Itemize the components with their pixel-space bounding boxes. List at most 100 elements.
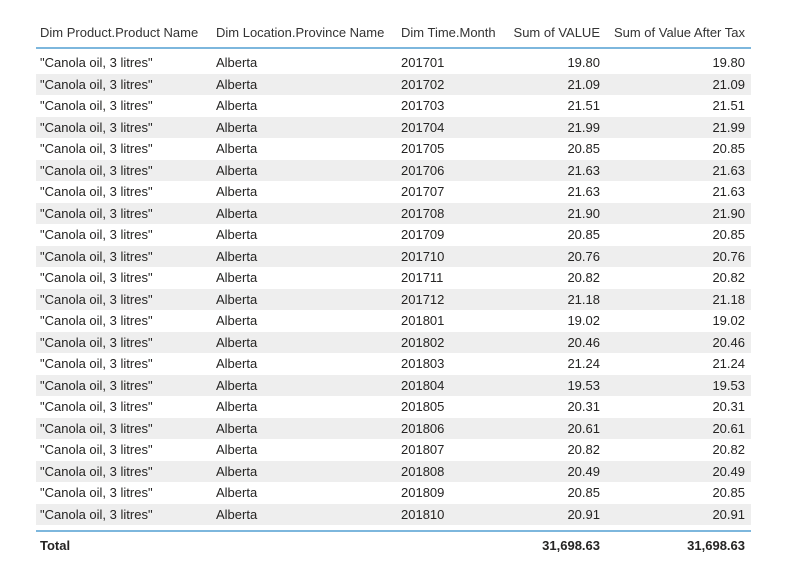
column-header-sum-of-value-after-tax[interactable]: Sum of Value After Tax <box>613 25 745 40</box>
cell-province-name: Alberta <box>216 141 258 156</box>
cell-province-name: Alberta <box>216 270 258 285</box>
cell-province-name: Alberta <box>216 485 258 500</box>
cell-sum-of-value: 21.90 <box>567 205 600 221</box>
table-header: Dim Product.Product Name Dim Location.Pr… <box>36 18 751 49</box>
cell-sum-of-value: 21.18 <box>567 291 600 307</box>
table-row[interactable]: "Canola oil, 3 litres" Alberta 201802 20.46… <box>36 331 751 353</box>
cell-sum-of-value: 20.46 <box>567 334 600 350</box>
cell-sum-of-value-after-tax: 20.46 <box>712 334 745 350</box>
cell-month: 201810 <box>401 506 445 522</box>
cell-province-name: Alberta <box>216 356 258 371</box>
cell-product-name: "Canola oil, 3 litres" <box>40 334 153 350</box>
cell-province-name: Alberta <box>216 291 258 307</box>
cell-product-name: "Canola oil, 3 litres" <box>40 356 153 371</box>
table-row[interactable]: "Canola oil, 3 litres" Alberta 201810 20.91… <box>36 503 751 525</box>
cell-sum-of-value: 21.63 <box>567 184 600 199</box>
cell-sum-of-value-after-tax: 20.82 <box>712 442 745 457</box>
cell-month: 201709 <box>401 227 445 242</box>
table-total-row: Total 31,698.63 31,698.63 <box>36 530 751 560</box>
table-row[interactable]: "Canola oil, 3 litres" Alberta 201806 20.61… <box>36 417 751 439</box>
cell-sum-of-value-after-tax: 20.61 <box>712 420 745 436</box>
cell-sum-of-value: 20.82 <box>567 442 600 457</box>
column-header-product-name[interactable]: Dim Product.Product Name <box>40 25 199 40</box>
cell-product-name: "Canola oil, 3 litres" <box>40 463 153 479</box>
cell-province-name: Alberta <box>216 463 258 479</box>
cell-sum-of-value: 20.49 <box>567 463 600 479</box>
cell-product-name: "Canola oil, 3 litres" <box>40 227 153 242</box>
table-row[interactable]: "Canola oil, 3 litres" Alberta 201709 20.85… <box>36 224 751 246</box>
cell-sum-of-value: 20.31 <box>567 399 600 414</box>
table-row[interactable]: "Canola oil, 3 litres" Alberta 201809 20.85… <box>36 482 751 504</box>
table-row[interactable]: "Canola oil, 3 litres" Alberta 201803 21.24… <box>36 353 751 375</box>
cell-product-name: "Canola oil, 3 litres" <box>40 98 153 113</box>
cell-product-name: "Canola oil, 3 litres" <box>40 55 153 70</box>
cell-province-name: Alberta <box>216 98 258 113</box>
column-header-province-name[interactable]: Dim Location.Province Name <box>216 25 385 40</box>
total-sum-of-value: 31,698.63 <box>542 538 600 553</box>
cell-month: 201703 <box>401 98 445 113</box>
cell-sum-of-value: 21.63 <box>567 162 600 178</box>
table-row[interactable]: "Canola oil, 3 litres" Alberta 201807 20.82… <box>36 439 751 461</box>
table-row[interactable]: "Canola oil, 3 litres" Alberta 201702 21.09… <box>36 73 751 95</box>
cell-province-name: Alberta <box>216 55 258 70</box>
table-row[interactable]: "Canola oil, 3 litres" Alberta 201805 20.31… <box>36 396 751 418</box>
cell-sum-of-value-after-tax: 20.76 <box>712 248 745 264</box>
table-row[interactable]: "Canola oil, 3 litres" Alberta 201708 21.90… <box>36 202 751 224</box>
cell-month: 201809 <box>401 485 445 500</box>
cell-sum-of-value: 21.09 <box>567 76 600 92</box>
cell-month: 201804 <box>401 377 445 393</box>
cell-product-name: "Canola oil, 3 litres" <box>40 205 153 221</box>
cell-province-name: Alberta <box>216 313 258 328</box>
cell-month: 201706 <box>401 162 445 178</box>
table-row[interactable]: "Canola oil, 3 litres" Alberta 201705 20.85… <box>36 138 751 160</box>
cell-product-name: "Canola oil, 3 litres" <box>40 270 153 285</box>
table-row[interactable]: "Canola oil, 3 litres" Alberta 201704 21.99… <box>36 116 751 138</box>
table-row[interactable]: "Canola oil, 3 litres" Alberta 201808 20.49… <box>36 460 751 482</box>
table-row[interactable]: "Canola oil, 3 litres" Alberta 201710 20.76… <box>36 245 751 267</box>
cell-month: 201708 <box>401 205 445 221</box>
cell-month: 201808 <box>401 463 445 479</box>
cell-province-name: Alberta <box>216 377 258 393</box>
cell-sum-of-value-after-tax: 19.53 <box>712 377 745 393</box>
cell-sum-of-value: 21.24 <box>567 356 600 371</box>
cell-month: 201807 <box>401 442 445 457</box>
table-visual: Dim Product.Product Name Dim Location.Pr… <box>36 18 751 562</box>
cell-sum-of-value: 19.80 <box>567 55 600 70</box>
cell-product-name: "Canola oil, 3 litres" <box>40 377 153 393</box>
cell-sum-of-value: 20.76 <box>567 248 600 264</box>
cell-sum-of-value: 20.82 <box>567 270 600 285</box>
cell-month: 201705 <box>401 141 445 156</box>
cell-product-name: "Canola oil, 3 litres" <box>40 291 153 307</box>
table-row[interactable]: "Canola oil, 3 litres" Alberta 201711 20.82… <box>36 267 751 289</box>
cell-sum-of-value-after-tax: 21.99 <box>712 119 745 135</box>
cell-month: 201806 <box>401 420 445 436</box>
table-row[interactable]: "Canola oil, 3 litres" Alberta 201706 21.63… <box>36 159 751 181</box>
cell-province-name: Alberta <box>216 334 258 350</box>
cell-sum-of-value-after-tax: 19.02 <box>712 313 745 328</box>
cell-sum-of-value-after-tax: 20.85 <box>712 141 745 156</box>
cell-province-name: Alberta <box>216 162 258 178</box>
cell-product-name: "Canola oil, 3 litres" <box>40 313 153 328</box>
table-row[interactable]: "Canola oil, 3 litres" Alberta 201804 19.53… <box>36 374 751 396</box>
table-row[interactable]: "Canola oil, 3 litres" Alberta 201701 19.80… <box>36 52 751 74</box>
cell-sum-of-value: 20.85 <box>567 141 600 156</box>
cell-product-name: "Canola oil, 3 litres" <box>40 76 153 92</box>
cell-province-name: Alberta <box>216 442 258 457</box>
table-row[interactable]: "Canola oil, 3 litres" Alberta 201707 21.63… <box>36 181 751 203</box>
table-body[interactable]: "Canola oil, 3 litres" Alberta 201701 19.80… <box>36 52 751 530</box>
cell-sum-of-value-after-tax: 20.82 <box>712 270 745 285</box>
cell-sum-of-value: 19.02 <box>567 313 600 328</box>
column-header-sum-of-value[interactable]: Sum of VALUE <box>513 25 600 40</box>
table-row[interactable]: "Canola oil, 3 litres" Alberta 201712 21.18… <box>36 288 751 310</box>
table-row[interactable]: "Canola oil, 3 litres" Alberta 201703 21.51… <box>36 95 751 117</box>
cell-product-name: "Canola oil, 3 litres" <box>40 442 153 457</box>
cell-sum-of-value-after-tax: 21.51 <box>712 98 745 113</box>
cell-sum-of-value: 20.91 <box>567 506 600 522</box>
cell-sum-of-value-after-tax: 19.80 <box>712 55 745 70</box>
cell-month: 201712 <box>401 291 445 307</box>
column-header-month[interactable]: Dim Time.Month <box>401 25 496 40</box>
cell-sum-of-value-after-tax: 21.24 <box>712 356 745 371</box>
table-row[interactable]: "Canola oil, 3 litres" Alberta 201801 19.02… <box>36 310 751 332</box>
cell-sum-of-value: 21.51 <box>567 98 600 113</box>
cell-province-name: Alberta <box>216 227 258 242</box>
